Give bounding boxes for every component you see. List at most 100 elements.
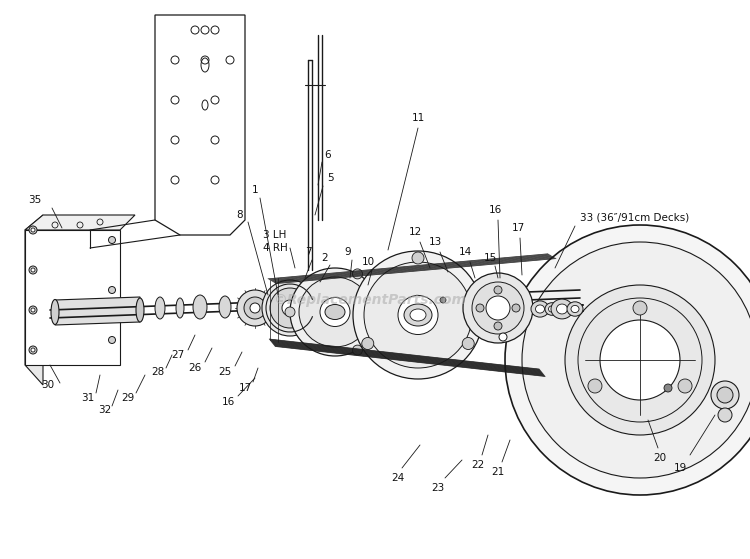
Ellipse shape xyxy=(531,301,549,317)
Text: 7: 7 xyxy=(304,247,311,257)
Circle shape xyxy=(262,280,318,336)
Text: 33 (36″/91cm Decks): 33 (36″/91cm Decks) xyxy=(580,213,689,223)
Ellipse shape xyxy=(398,296,438,334)
Circle shape xyxy=(352,269,362,279)
Text: 19: 19 xyxy=(674,463,687,473)
Circle shape xyxy=(600,320,680,400)
Circle shape xyxy=(505,225,750,495)
Circle shape xyxy=(109,236,115,244)
Circle shape xyxy=(29,226,37,234)
Text: 17: 17 xyxy=(512,223,525,233)
Text: 12: 12 xyxy=(408,227,422,237)
Circle shape xyxy=(718,408,732,422)
Text: 32: 32 xyxy=(98,405,112,415)
Text: 16: 16 xyxy=(221,397,235,407)
Ellipse shape xyxy=(51,300,59,325)
Circle shape xyxy=(282,300,298,316)
Text: 15: 15 xyxy=(483,253,496,263)
Polygon shape xyxy=(25,230,120,365)
Circle shape xyxy=(270,288,310,328)
Circle shape xyxy=(494,322,502,330)
Text: 6: 6 xyxy=(325,150,332,160)
Circle shape xyxy=(711,381,739,409)
Text: 22: 22 xyxy=(471,460,484,470)
Ellipse shape xyxy=(556,304,568,314)
Circle shape xyxy=(499,333,507,341)
Circle shape xyxy=(440,297,446,303)
Circle shape xyxy=(472,282,524,334)
Ellipse shape xyxy=(193,295,207,319)
Ellipse shape xyxy=(364,262,472,368)
Circle shape xyxy=(352,345,362,355)
Circle shape xyxy=(31,268,35,272)
Text: 20: 20 xyxy=(653,453,667,463)
Circle shape xyxy=(494,286,502,294)
Polygon shape xyxy=(155,15,245,235)
Circle shape xyxy=(250,303,260,313)
Ellipse shape xyxy=(567,302,583,316)
Circle shape xyxy=(664,384,672,392)
Text: 11: 11 xyxy=(411,113,424,123)
Text: 1: 1 xyxy=(252,185,258,195)
Text: 21: 21 xyxy=(491,467,505,477)
Ellipse shape xyxy=(410,309,426,321)
Text: 30: 30 xyxy=(41,380,55,390)
Circle shape xyxy=(31,228,35,232)
Ellipse shape xyxy=(219,296,231,318)
Circle shape xyxy=(633,301,647,315)
Ellipse shape xyxy=(155,297,165,319)
Ellipse shape xyxy=(176,298,184,318)
Circle shape xyxy=(31,308,35,312)
Circle shape xyxy=(285,307,295,317)
Ellipse shape xyxy=(320,297,350,326)
Ellipse shape xyxy=(548,306,556,312)
Text: 29: 29 xyxy=(122,393,135,403)
Circle shape xyxy=(29,346,37,354)
Ellipse shape xyxy=(571,305,579,312)
Circle shape xyxy=(462,338,474,349)
Text: 9: 9 xyxy=(345,247,351,257)
Text: 10: 10 xyxy=(362,257,374,267)
Text: 26: 26 xyxy=(188,363,202,373)
Circle shape xyxy=(588,379,602,393)
Text: ©ReplacementParts.com: ©ReplacementParts.com xyxy=(274,293,466,307)
Ellipse shape xyxy=(353,251,483,379)
Circle shape xyxy=(109,337,115,343)
Polygon shape xyxy=(55,297,140,325)
Ellipse shape xyxy=(536,305,544,313)
Text: 28: 28 xyxy=(152,367,165,377)
Text: 17: 17 xyxy=(238,383,251,393)
Text: 5: 5 xyxy=(327,173,333,183)
Ellipse shape xyxy=(136,298,144,322)
Polygon shape xyxy=(25,215,43,385)
Circle shape xyxy=(362,338,374,349)
Circle shape xyxy=(29,266,37,274)
Text: 4 RH: 4 RH xyxy=(262,243,287,253)
Text: 8: 8 xyxy=(237,210,243,220)
Circle shape xyxy=(476,304,484,312)
Circle shape xyxy=(512,304,520,312)
Circle shape xyxy=(109,287,115,293)
Circle shape xyxy=(522,242,750,478)
Text: 27: 27 xyxy=(171,350,184,360)
Ellipse shape xyxy=(404,304,432,326)
Polygon shape xyxy=(25,215,135,230)
Text: 31: 31 xyxy=(81,393,94,403)
Circle shape xyxy=(678,379,692,393)
Ellipse shape xyxy=(290,268,380,356)
Circle shape xyxy=(565,285,715,435)
Text: 35: 35 xyxy=(28,195,42,205)
Circle shape xyxy=(31,348,35,352)
Circle shape xyxy=(463,273,533,343)
Circle shape xyxy=(29,306,37,314)
Circle shape xyxy=(244,297,266,319)
Text: 24: 24 xyxy=(392,473,405,483)
Text: 23: 23 xyxy=(431,483,445,493)
Ellipse shape xyxy=(545,303,559,315)
Text: 3 LH: 3 LH xyxy=(263,230,286,240)
Ellipse shape xyxy=(551,299,573,319)
Text: 25: 25 xyxy=(218,367,232,377)
Text: 14: 14 xyxy=(458,247,472,257)
Circle shape xyxy=(717,387,733,403)
Circle shape xyxy=(412,252,424,264)
